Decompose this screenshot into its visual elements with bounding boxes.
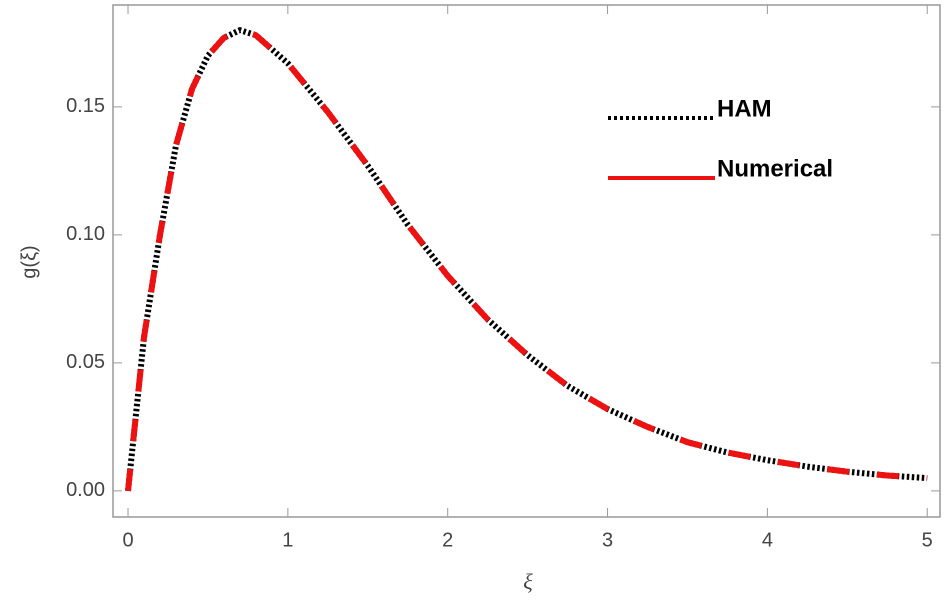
y-axis-label: g(ξ)	[18, 245, 40, 278]
y-tick-label: 0.15	[66, 95, 105, 117]
x-tick-label: 3	[602, 529, 613, 551]
x-axis-label: ξ	[523, 569, 533, 594]
x-tick-label: 5	[922, 529, 933, 551]
x-tick-label: 4	[762, 529, 773, 551]
y-tick-label: 0.10	[66, 223, 105, 245]
y-tick-label: 0.05	[66, 351, 105, 373]
plot-frame	[112, 4, 941, 518]
x-tick-label: 0	[122, 529, 133, 551]
x-tick-label: 1	[282, 529, 293, 551]
x-tick-label: 2	[442, 529, 453, 551]
series-line	[125, 27, 928, 492]
legend-label: Numerical	[717, 155, 833, 182]
legend-label: HAM	[717, 95, 772, 122]
series-line	[125, 27, 928, 492]
y-tick-label: 0.00	[66, 479, 105, 501]
